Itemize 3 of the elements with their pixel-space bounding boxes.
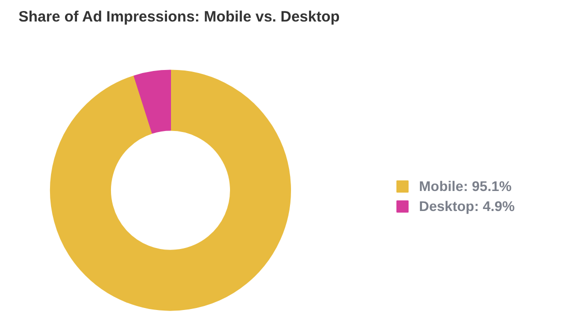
chart-title: Share of Ad Impressions: Mobile vs. Desktop [18, 8, 340, 26]
legend-label: Mobile: 95.1% [419, 178, 512, 194]
legend-label: Desktop: 4.9% [419, 198, 515, 214]
